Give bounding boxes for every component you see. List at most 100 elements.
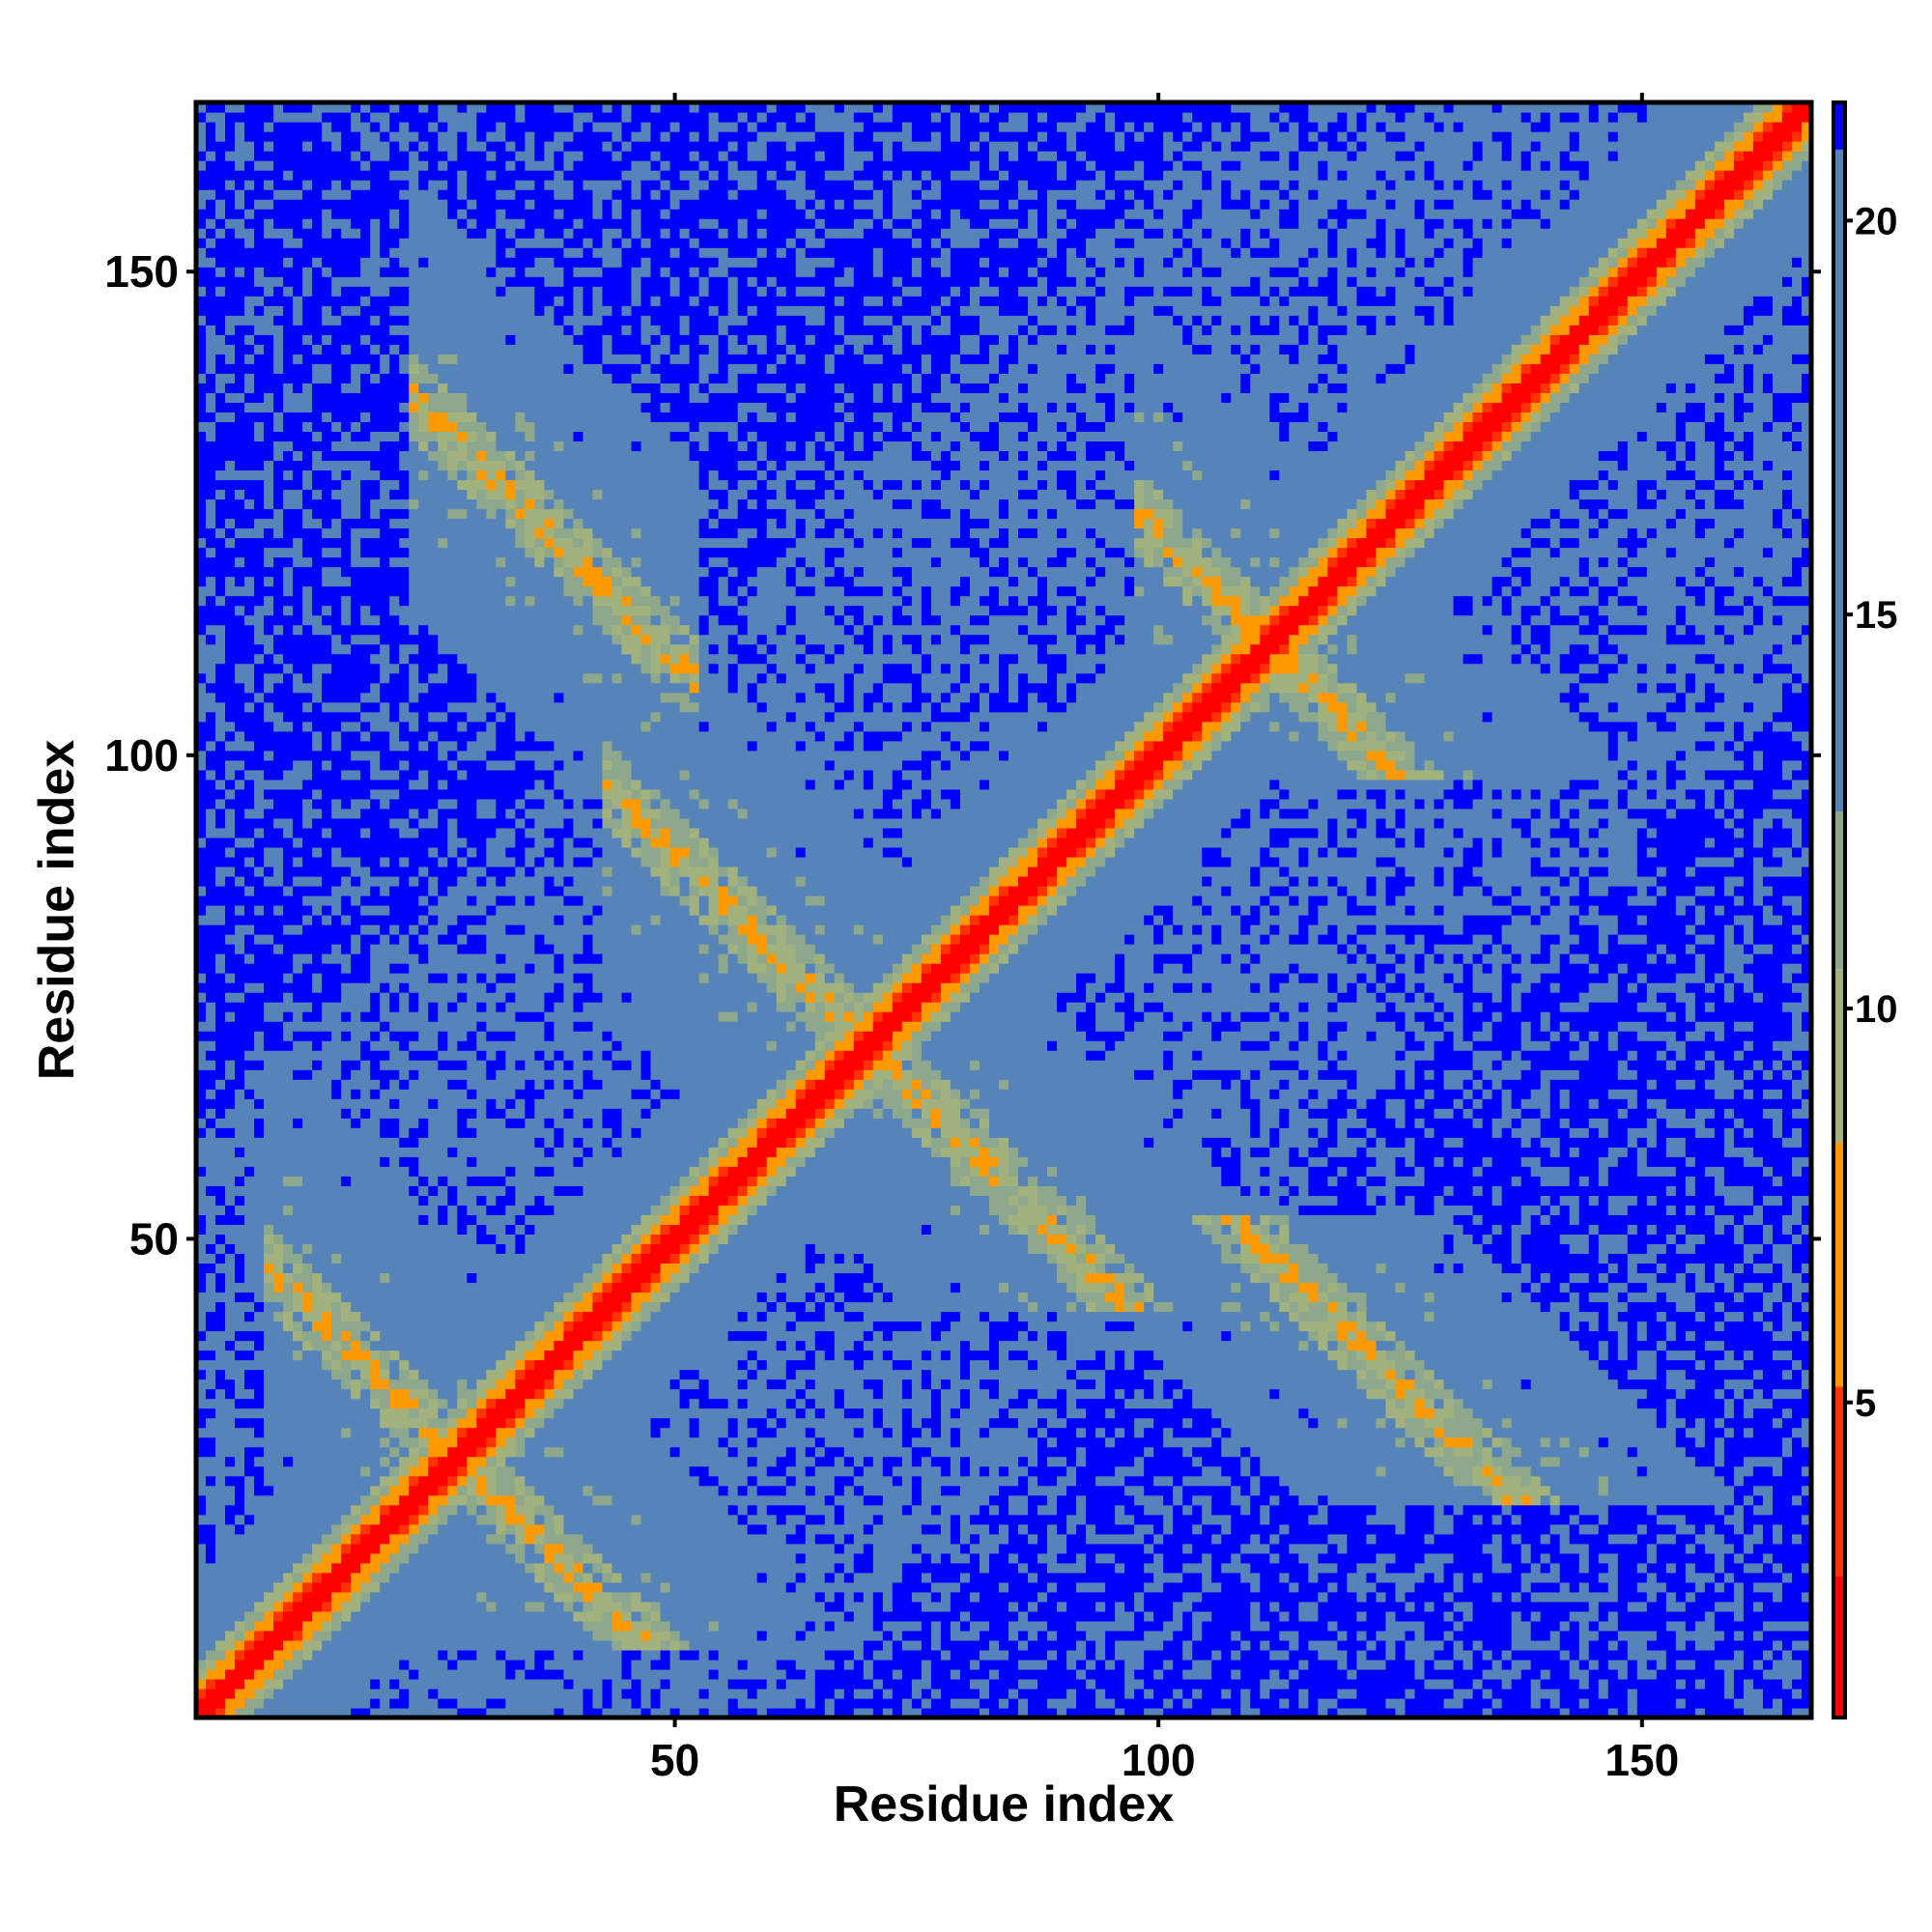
heatmap-cell — [341, 1389, 352, 1400]
heatmap-cell — [225, 770, 236, 781]
heatmap-cell — [264, 1660, 274, 1670]
heatmap-cell — [389, 1486, 400, 1496]
heatmap-cell — [244, 199, 255, 210]
heatmap-cell — [351, 519, 361, 529]
heatmap-cell — [418, 373, 429, 384]
heatmap-cell — [322, 1147, 332, 1157]
heatmap-cell — [225, 460, 236, 470]
heatmap-cell — [351, 209, 361, 219]
heatmap-cell — [399, 712, 410, 723]
heatmap-cell — [341, 731, 352, 742]
heatmap-cell — [264, 1341, 274, 1351]
heatmap-cell — [273, 1408, 284, 1419]
heatmap-cell — [215, 722, 226, 732]
heatmap-cell — [206, 509, 216, 520]
heatmap-cell — [322, 895, 332, 906]
heatmap-cell — [215, 876, 226, 887]
heatmap-cell — [244, 1640, 255, 1651]
heatmap-cell — [244, 586, 255, 597]
heatmap-cell — [235, 1582, 245, 1593]
heatmap-cell — [235, 1350, 245, 1361]
heatmap-cell — [312, 1631, 323, 1641]
heatmap-cell — [312, 615, 323, 626]
heatmap-cell — [360, 1611, 371, 1622]
heatmap-cell — [370, 1021, 381, 1032]
heatmap-cell — [215, 1292, 226, 1302]
heatmap-cell — [254, 1108, 265, 1119]
heatmap-cell — [380, 469, 390, 480]
heatmap-cell — [302, 412, 313, 422]
heatmap-cell — [302, 1679, 313, 1690]
heatmap-cell — [225, 731, 236, 742]
heatmap-cell — [264, 1108, 274, 1119]
heatmap-cell — [264, 305, 274, 316]
heatmap-cell — [380, 606, 390, 616]
heatmap-cell — [254, 528, 265, 539]
heatmap-cell — [273, 789, 284, 800]
heatmap-cell — [418, 1108, 429, 1119]
heatmap-cell — [264, 1195, 274, 1206]
heatmap-cell — [409, 577, 419, 587]
heatmap-cell — [235, 1031, 245, 1041]
heatmap-cell — [215, 354, 226, 364]
heatmap-cell — [331, 606, 342, 616]
heatmap-cell — [409, 1060, 419, 1070]
heatmap-cell — [409, 489, 419, 499]
heatmap-cell — [312, 1321, 323, 1332]
heatmap-cell — [399, 1350, 410, 1361]
heatmap-cell — [380, 1272, 390, 1283]
heatmap-cell — [235, 296, 245, 306]
heatmap-cell — [341, 1224, 352, 1235]
heatmap-cell — [341, 557, 352, 568]
heatmap-cell — [360, 780, 371, 790]
heatmap-cell — [322, 1060, 332, 1070]
heatmap-cell — [331, 1021, 342, 1032]
heatmap-cell — [206, 1563, 216, 1574]
heatmap-cell — [380, 780, 390, 790]
heatmap-cell — [351, 596, 361, 607]
heatmap-cell — [273, 431, 284, 441]
heatmap-cell — [235, 567, 245, 578]
heatmap-cell — [215, 1350, 226, 1361]
heatmap-cell — [331, 1505, 342, 1516]
heatmap-cell — [341, 450, 352, 461]
heatmap-cell — [351, 460, 361, 470]
heatmap-cell — [380, 838, 390, 848]
heatmap-cell — [254, 373, 265, 384]
heatmap-cell — [380, 1031, 390, 1041]
heatmap-cell — [283, 635, 294, 645]
heatmap-cell — [206, 1263, 216, 1273]
heatmap-cell — [264, 1389, 274, 1400]
heatmap-cell — [264, 1573, 274, 1583]
heatmap-cell — [370, 1243, 381, 1254]
heatmap-cell — [351, 1447, 361, 1458]
heatmap-cell — [389, 1301, 400, 1312]
heatmap-cell — [244, 498, 255, 509]
heatmap-cell — [215, 1011, 226, 1022]
heatmap-cell — [351, 635, 361, 645]
heatmap-cell — [341, 344, 352, 355]
heatmap-cell — [264, 953, 274, 964]
heatmap-cell — [264, 296, 274, 306]
heatmap-cell — [409, 1495, 419, 1506]
heatmap-cell — [254, 257, 265, 268]
heatmap-cell — [389, 1621, 400, 1632]
heatmap-cell — [283, 112, 294, 123]
heatmap-cell — [225, 489, 236, 499]
heatmap-cell — [215, 344, 226, 355]
heatmap-cell — [302, 431, 313, 441]
heatmap-cell — [235, 1534, 245, 1545]
heatmap-cell — [312, 1640, 323, 1651]
heatmap-cell — [273, 1031, 284, 1041]
heatmap-cell — [389, 440, 400, 451]
heatmap-cell — [293, 982, 303, 993]
heatmap-cell — [225, 1573, 236, 1583]
heatmap-cell — [244, 673, 255, 684]
heatmap-cell — [244, 1524, 255, 1535]
heatmap-cell — [225, 1389, 236, 1400]
heatmap-cell — [389, 257, 400, 268]
heatmap-cell — [341, 412, 352, 422]
heatmap-cell — [273, 141, 284, 152]
heatmap-cell — [341, 1669, 352, 1680]
heatmap-cell — [206, 1553, 216, 1564]
